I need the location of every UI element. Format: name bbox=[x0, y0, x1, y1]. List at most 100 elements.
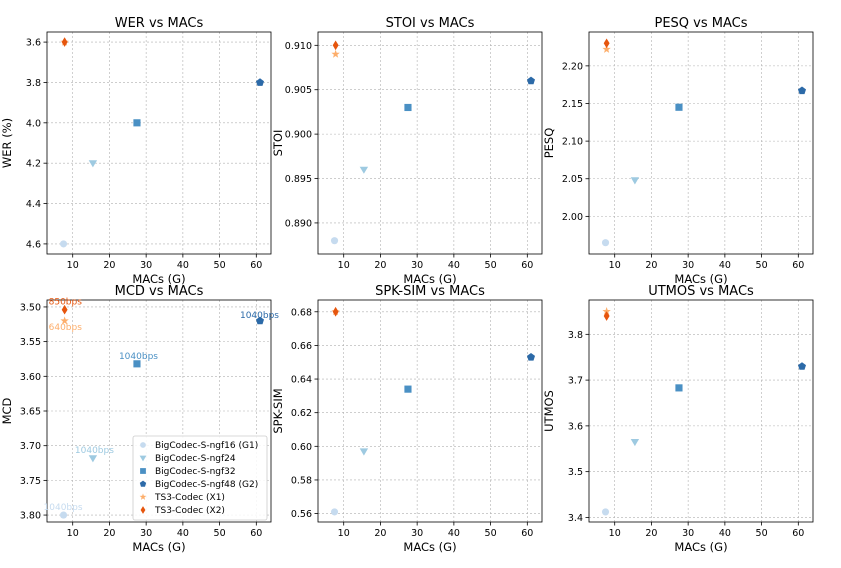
x-tick-label: 20 bbox=[374, 260, 386, 271]
legend-label: BigCodec-S-ngf16 (G1) bbox=[155, 441, 258, 451]
chart-panel-3: 10 20 30 40 50 60 3.50 3.55 3.60 3.65 3.70 3.75 3.80… bbox=[0, 284, 279, 554]
data-point-diamond bbox=[332, 306, 339, 317]
y-tick-label: 3.6 bbox=[26, 38, 41, 49]
x-tick-label: 20 bbox=[103, 260, 115, 271]
bitrate-annotation: 640bps bbox=[49, 323, 83, 333]
x-tick-label: 20 bbox=[645, 260, 657, 271]
chart-panel-1: 10 20 30 40 50 60 0.890 0.895 0.900 0.905 0.910 STO… bbox=[271, 16, 543, 286]
data-point-diamond bbox=[332, 40, 339, 51]
x-tick-label: 10 bbox=[338, 528, 350, 539]
y-tick-label: 4.2 bbox=[26, 159, 41, 170]
x-tick-label: 40 bbox=[448, 260, 460, 271]
x-tick-label: 10 bbox=[67, 260, 79, 271]
data-point-pentagon bbox=[527, 76, 535, 85]
legend-label: BigCodec-S-ngf24 bbox=[155, 454, 236, 464]
y-axis-label: MCD bbox=[0, 397, 14, 424]
axes-frame bbox=[588, 299, 814, 523]
y-axis-label: UTMOS bbox=[542, 390, 556, 432]
x-tick-label: 40 bbox=[448, 528, 460, 539]
y-tick-label: 0.910 bbox=[285, 41, 312, 52]
data-point-pentagon bbox=[798, 362, 806, 370]
y-tick-label: 0.64 bbox=[291, 375, 312, 386]
x-tick-label: 50 bbox=[485, 528, 497, 539]
y-tick-label: 0.58 bbox=[291, 475, 312, 486]
data-point-diamond bbox=[61, 304, 68, 315]
chart-title: MCD vs MACs bbox=[115, 284, 204, 299]
data-point-star bbox=[331, 49, 340, 58]
y-tick-label: 0.895 bbox=[285, 174, 312, 185]
x-axis-label: MACs (G) bbox=[674, 272, 727, 286]
x-tick-label: 20 bbox=[645, 528, 657, 539]
x-tick-label: 60 bbox=[792, 260, 804, 271]
chart-title: UTMOS vs MACs bbox=[648, 284, 754, 299]
data-point-triangle-down bbox=[630, 439, 640, 447]
data-point-diamond bbox=[61, 37, 68, 47]
x-tick-label: 30 bbox=[682, 260, 694, 271]
data-point-square bbox=[675, 384, 683, 392]
x-tick-label: 50 bbox=[756, 528, 768, 539]
chart-panel-2: 10 20 30 40 50 60 2.00 2.05 2.10 2.15 2.20 PESQ vs … bbox=[542, 16, 814, 286]
y-tick-label: 4.4 bbox=[26, 199, 41, 210]
legend-label: BigCodec-S-ngf32 bbox=[155, 467, 236, 477]
data-point-triangle-down bbox=[630, 177, 640, 185]
y-tick-label: 4.6 bbox=[26, 239, 41, 250]
x-tick-label: 40 bbox=[719, 260, 731, 271]
y-axis-label: WER (%) bbox=[0, 118, 14, 168]
y-tick-label: 0.56 bbox=[291, 509, 312, 520]
x-axis-label: MACs (G) bbox=[674, 540, 727, 554]
y-tick-label: 0.62 bbox=[291, 408, 312, 419]
y-tick-label: 0.68 bbox=[291, 307, 312, 318]
y-tick-label: 3.55 bbox=[20, 337, 41, 348]
x-tick-label: 60 bbox=[792, 528, 804, 539]
data-point-circle bbox=[330, 237, 339, 245]
y-tick-label: 3.60 bbox=[20, 372, 41, 383]
data-point-square bbox=[675, 103, 683, 111]
data-point-triangle-down bbox=[359, 166, 369, 174]
y-axis-label: PESQ bbox=[542, 128, 556, 159]
data-point-star bbox=[60, 316, 69, 325]
y-tick-label: 3.5 bbox=[568, 467, 583, 478]
x-tick-label: 50 bbox=[214, 528, 226, 539]
x-tick-label: 50 bbox=[756, 260, 768, 271]
data-point-diamond bbox=[603, 311, 610, 321]
y-tick-label: 4.0 bbox=[26, 118, 41, 129]
y-tick-label: 2.10 bbox=[562, 137, 583, 148]
x-tick-label: 30 bbox=[140, 260, 152, 271]
y-tick-label: 3.6 bbox=[568, 421, 583, 432]
bitrate-annotation: 1040bps bbox=[44, 503, 83, 513]
x-tick-label: 40 bbox=[177, 528, 189, 539]
data-point-pentagon bbox=[256, 78, 264, 86]
data-point-diamond bbox=[603, 38, 610, 49]
x-tick-label: 10 bbox=[338, 260, 350, 271]
y-tick-label: 0.890 bbox=[285, 218, 312, 229]
axes-frame bbox=[588, 31, 814, 255]
y-tick-label: 3.75 bbox=[20, 476, 41, 487]
y-tick-label: 2.20 bbox=[562, 61, 583, 72]
data-point-pentagon bbox=[798, 86, 806, 95]
data-point-triangle-down bbox=[359, 448, 369, 456]
y-tick-label: 3.7 bbox=[568, 376, 583, 387]
legend-marker-triangle-down bbox=[139, 455, 147, 462]
x-tick-label: 20 bbox=[103, 528, 115, 539]
x-tick-label: 30 bbox=[411, 260, 423, 271]
legend: BigCodec-S-ngf16 (G1) BigCodec-S-ngf24 Big… bbox=[132, 435, 268, 521]
x-axis-label: MACs (G) bbox=[132, 272, 185, 286]
x-axis-label: MACs (G) bbox=[403, 272, 456, 286]
data-point-triangle-down bbox=[88, 455, 98, 463]
x-tick-label: 50 bbox=[485, 260, 497, 271]
data-point-star bbox=[602, 307, 611, 315]
legend-marker-star bbox=[139, 493, 147, 500]
data-point-square bbox=[133, 119, 141, 127]
y-tick-label: 2.15 bbox=[562, 99, 583, 110]
bitrate-annotation: 1040bps bbox=[240, 311, 279, 321]
data-point-square bbox=[404, 103, 412, 112]
x-tick-label: 10 bbox=[609, 528, 621, 539]
bitrate-annotation: 850bps bbox=[49, 298, 83, 308]
data-point-pentagon bbox=[256, 316, 264, 325]
legend-marker-diamond bbox=[140, 506, 146, 514]
y-tick-label: 3.80 bbox=[20, 511, 41, 522]
x-tick-label: 30 bbox=[411, 528, 423, 539]
data-point-circle bbox=[59, 240, 68, 248]
chart-title: PESQ vs MACs bbox=[655, 16, 748, 31]
x-tick-label: 40 bbox=[719, 528, 731, 539]
